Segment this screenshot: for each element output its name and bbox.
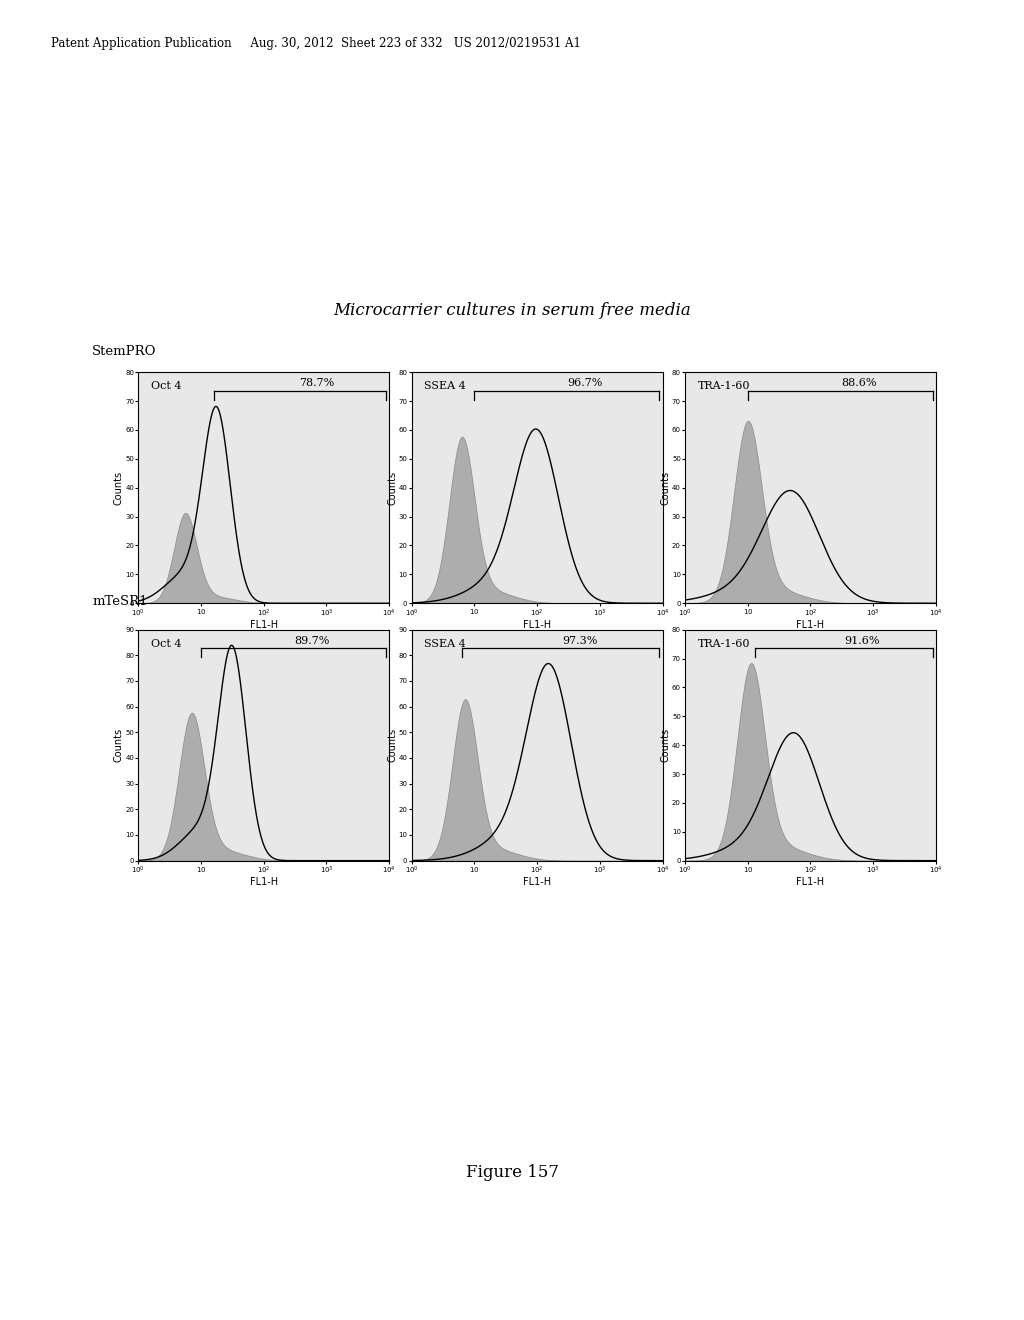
Y-axis label: Counts: Counts [387,729,397,762]
X-axis label: FL1-H: FL1-H [523,878,551,887]
Y-axis label: Counts: Counts [114,471,124,504]
Text: 91.6%: 91.6% [844,636,880,645]
X-axis label: FL1-H: FL1-H [250,620,278,630]
Text: 78.7%: 78.7% [299,379,335,388]
X-axis label: FL1-H: FL1-H [797,878,824,887]
Text: mTeSR1: mTeSR1 [92,595,147,609]
Y-axis label: Counts: Counts [660,729,671,762]
Text: Patent Application Publication     Aug. 30, 2012  Sheet 223 of 332   US 2012/021: Patent Application Publication Aug. 30, … [51,37,581,50]
Y-axis label: Counts: Counts [660,471,671,504]
Text: TRA-1-60: TRA-1-60 [697,639,751,649]
Y-axis label: Counts: Counts [114,729,124,762]
Y-axis label: Counts: Counts [387,471,397,504]
X-axis label: FL1-H: FL1-H [797,620,824,630]
Text: 88.6%: 88.6% [841,379,877,388]
X-axis label: FL1-H: FL1-H [523,620,551,630]
Text: SSEA 4: SSEA 4 [424,639,466,649]
Text: 97.3%: 97.3% [562,636,598,645]
Text: Oct 4: Oct 4 [151,639,181,649]
Text: 89.7%: 89.7% [294,636,330,645]
Text: TRA-1-60: TRA-1-60 [697,381,751,392]
Text: SSEA 4: SSEA 4 [424,381,466,392]
Text: 96.7%: 96.7% [567,379,603,388]
Text: Oct 4: Oct 4 [151,381,181,392]
Text: Microcarrier cultures in serum free media: Microcarrier cultures in serum free medi… [333,302,691,319]
X-axis label: FL1-H: FL1-H [250,878,278,887]
Text: Figure 157: Figure 157 [466,1164,558,1181]
Text: StemPRO: StemPRO [92,345,157,358]
